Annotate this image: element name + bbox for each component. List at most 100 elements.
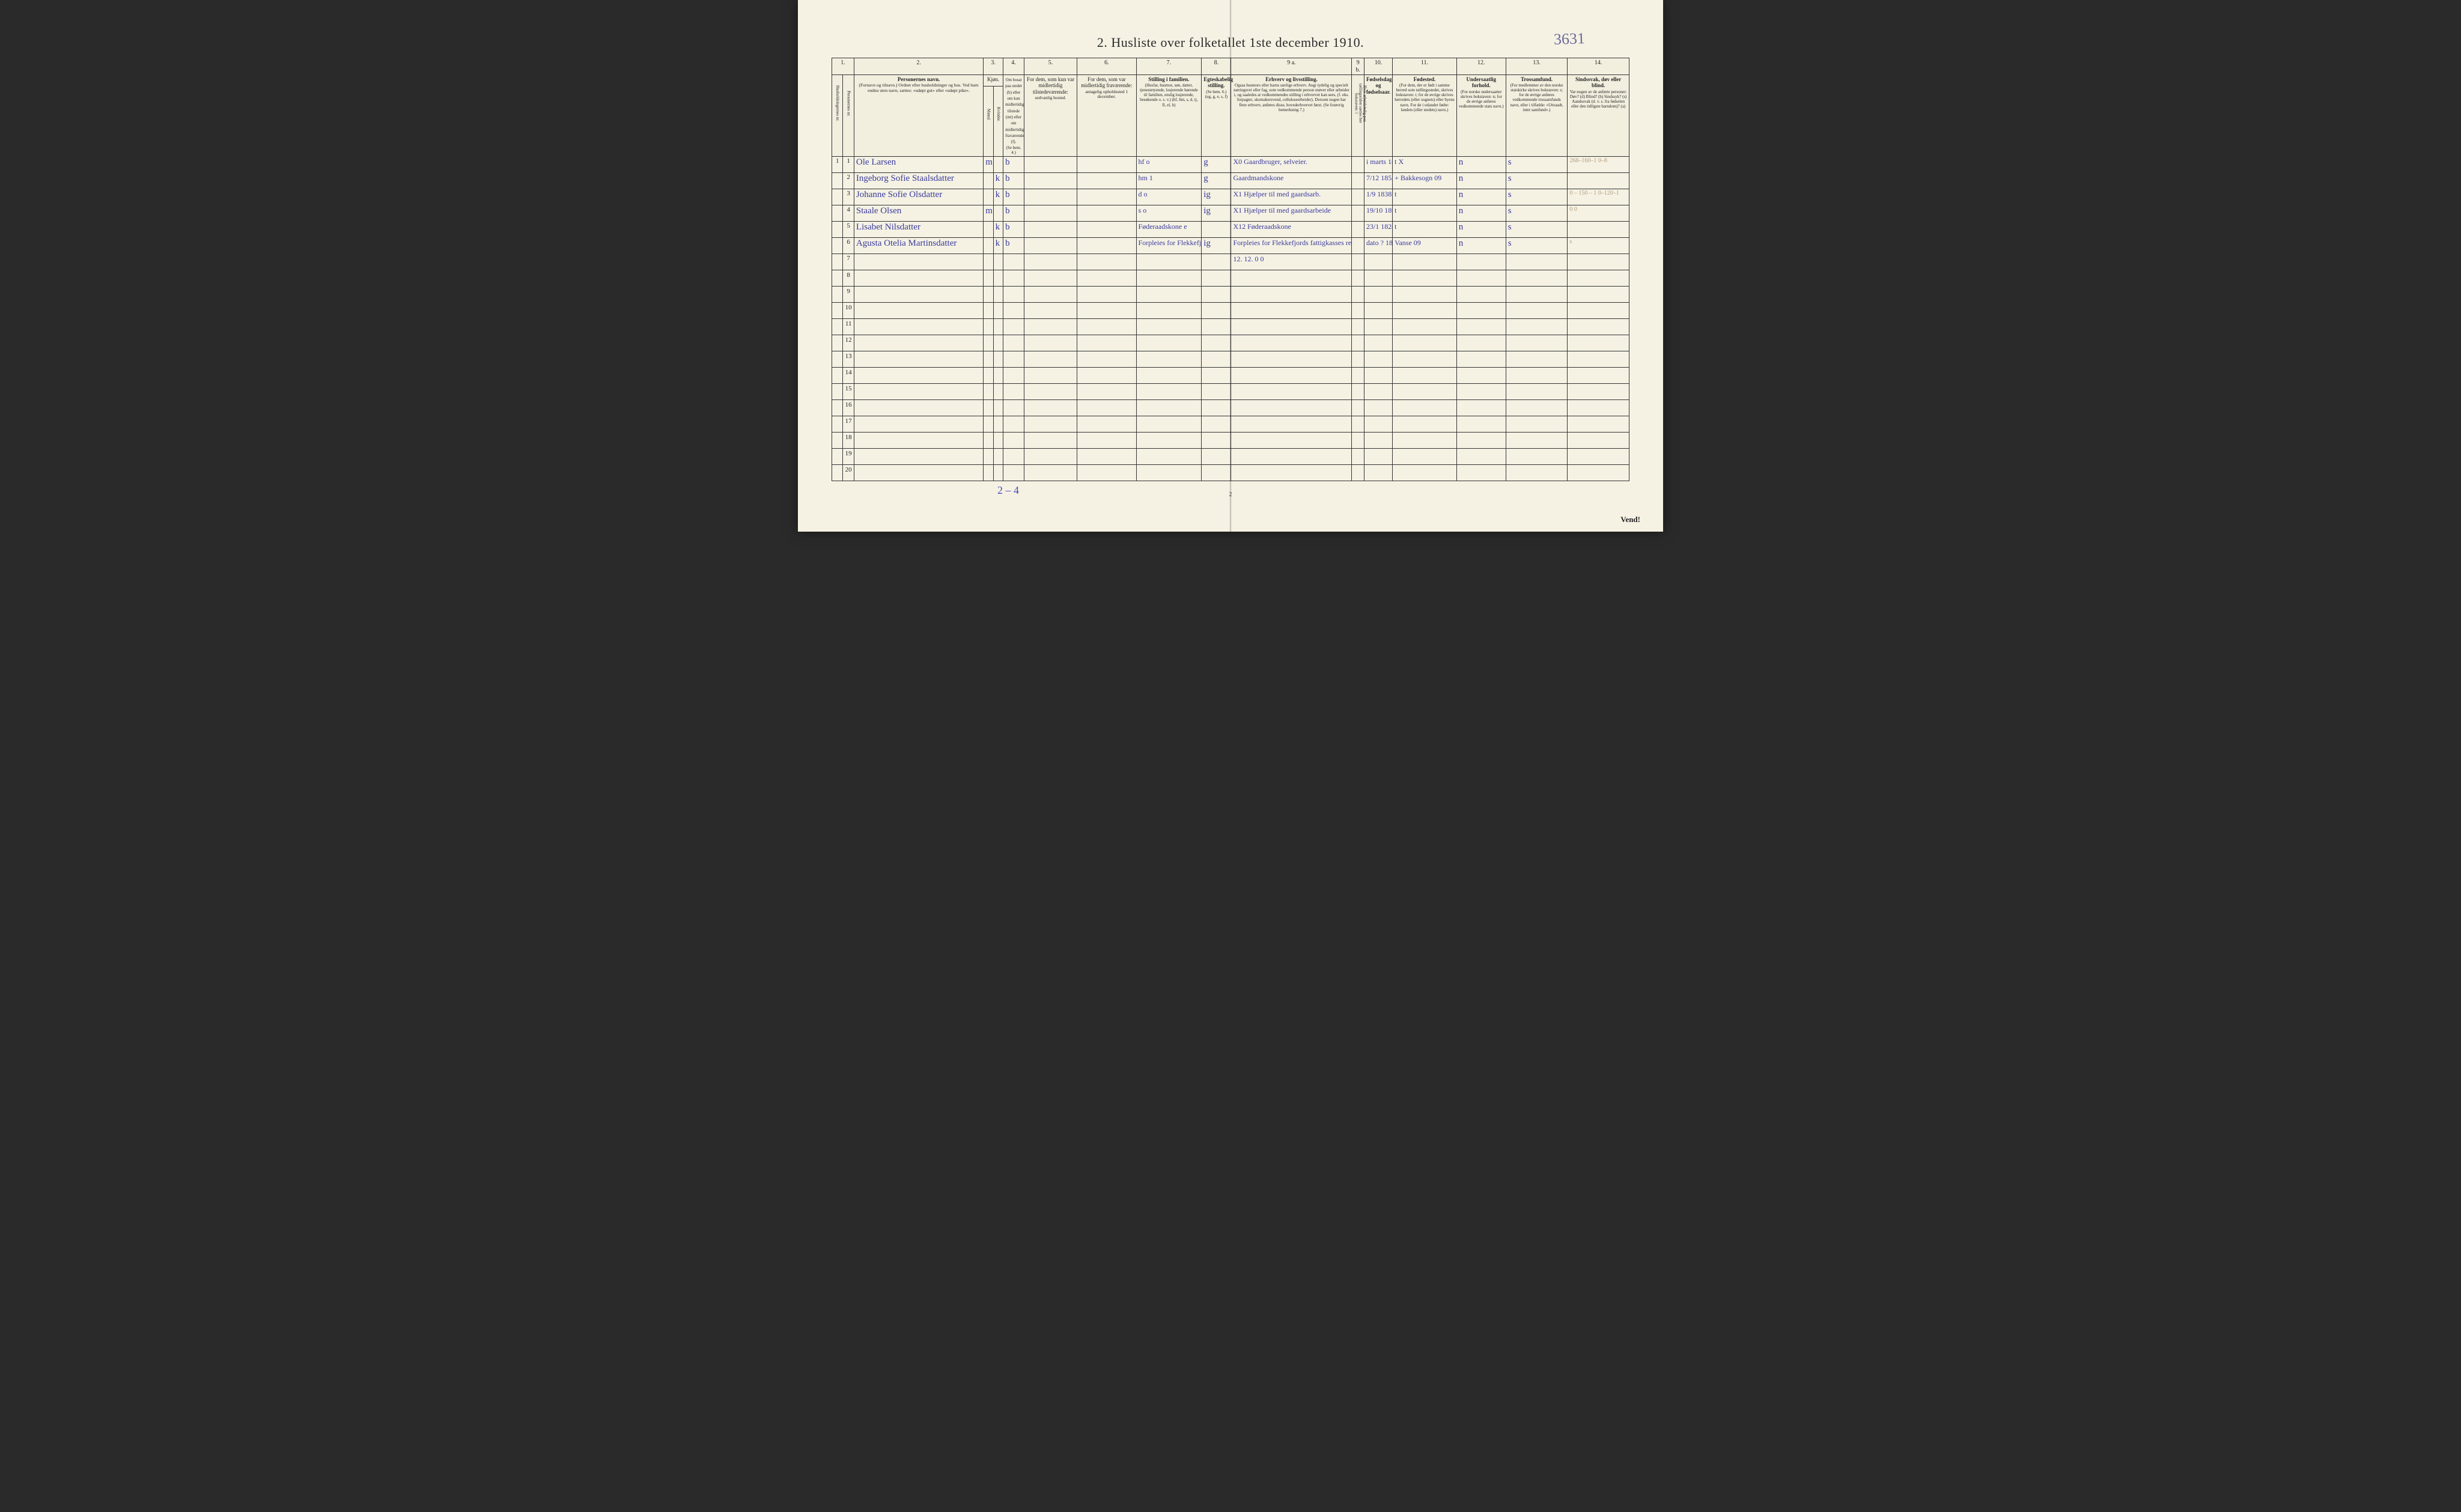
- cell-empty: [1136, 399, 1202, 416]
- cell-13: [1506, 254, 1568, 270]
- cell-empty: [1456, 270, 1506, 286]
- footer-tally: 2 – 4: [997, 484, 1019, 497]
- cell-11: t: [1393, 189, 1457, 205]
- col-m-label: Mænd.: [986, 88, 990, 142]
- cell-empty: [1003, 351, 1024, 367]
- cell-empty: [1568, 367, 1629, 383]
- cell-pnr: 1: [843, 156, 854, 172]
- cell-empty: [1024, 318, 1077, 335]
- cell-8: [1202, 254, 1231, 270]
- cell-empty: [1364, 270, 1392, 286]
- cell-8: ig: [1202, 189, 1231, 205]
- cell-hnr: [832, 464, 843, 481]
- cell-bos: b: [1003, 237, 1024, 254]
- cell-empty: [1024, 464, 1077, 481]
- cell-12: n: [1456, 205, 1506, 221]
- cell-9b: [1352, 189, 1364, 205]
- cell-hnr: [832, 237, 843, 254]
- cell-empty: [1231, 367, 1352, 383]
- cell-empty: [1231, 383, 1352, 399]
- cell-empty: [993, 318, 1003, 335]
- cell-bos: b: [1003, 156, 1024, 172]
- cell-pnr: 18: [843, 432, 854, 448]
- cell-empty: [1136, 432, 1202, 448]
- cell-11: Vanse 09: [1393, 237, 1457, 254]
- col-12-title: Undersaatlig forhold.: [1467, 76, 1497, 88]
- cell-empty: [1231, 335, 1352, 351]
- cell-9a: X1 Hjælper til med gaardsarb.: [1231, 189, 1352, 205]
- cell-9b: [1352, 237, 1364, 254]
- cell-10: 1/9 1838: [1364, 189, 1392, 205]
- cell-k: k: [993, 172, 1003, 189]
- cell-empty: [1136, 351, 1202, 367]
- cell-empty: [1003, 399, 1024, 416]
- cell-empty: [1024, 286, 1077, 302]
- col-name: Personernes navn. (Fornavn og tilnavn.) …: [854, 75, 983, 157]
- cell-name: Ingeborg Sofie Staalsdatter: [854, 172, 983, 189]
- cell-empty: [1393, 335, 1457, 351]
- cell-8: ig: [1202, 237, 1231, 254]
- cell-13: s: [1506, 172, 1568, 189]
- cell-empty: [984, 367, 993, 383]
- cell-empty: [1077, 318, 1136, 335]
- col-bosat-text: Om bosat paa stedet (b) eller om kun mid…: [1005, 77, 1024, 144]
- cell-empty: [1506, 335, 1568, 351]
- cell-8: g: [1202, 172, 1231, 189]
- cell-empty: [993, 464, 1003, 481]
- cell-9b: [1352, 254, 1364, 270]
- cell-empty: [1231, 351, 1352, 367]
- cell-m: [984, 254, 993, 270]
- col-10: Fødselsdag og fødselsaar.: [1364, 75, 1392, 157]
- cell-empty: [993, 286, 1003, 302]
- cell-8: ig: [1202, 205, 1231, 221]
- cell-hnr: [832, 335, 843, 351]
- cell-pnr: 17: [843, 416, 854, 432]
- cell-empty: [1456, 367, 1506, 383]
- cell-hnr: [832, 221, 843, 237]
- cell-empty: [1393, 464, 1457, 481]
- cell-empty: [1024, 416, 1077, 432]
- cell-empty: [1202, 399, 1231, 416]
- col-12: Undersaatlig forhold. (For norske unders…: [1456, 75, 1506, 157]
- cell-empty: [1506, 302, 1568, 318]
- cell-9b: [1352, 205, 1364, 221]
- cell-empty: [1393, 270, 1457, 286]
- cell-empty: [1506, 432, 1568, 448]
- cell-empty: [993, 383, 1003, 399]
- cell-empty: [1456, 464, 1506, 481]
- cell-empty: [1364, 383, 1392, 399]
- cell-empty: [1077, 399, 1136, 416]
- cell-empty: [1352, 464, 1364, 481]
- annotation-topright: 3631: [1553, 29, 1585, 49]
- cell-name: Staale Olsen: [854, 205, 983, 221]
- col-6-sub: antagelig opholdssted 1 december.: [1079, 90, 1134, 100]
- cell-empty: [1506, 286, 1568, 302]
- cell-empty: [1568, 399, 1629, 416]
- cell-12: [1456, 254, 1506, 270]
- colnum-5: 5.: [1024, 58, 1077, 75]
- cell-pnr: 19: [843, 448, 854, 464]
- cell-bos: [1003, 254, 1024, 270]
- cell-pnr: 13: [843, 351, 854, 367]
- cell-11: t: [1393, 221, 1457, 237]
- cell-hnr: [832, 270, 843, 286]
- col-14-sub: Var nogen av de anførte personer: Døv? (…: [1569, 90, 1627, 109]
- cell-empty: [1352, 416, 1364, 432]
- col-9b: Hvis arbeidsledig paa tællingstiden sætt…: [1352, 75, 1364, 157]
- cell-empty: [1393, 416, 1457, 432]
- cell-empty: [1506, 399, 1568, 416]
- cell-empty: [1352, 318, 1364, 335]
- cell-6: [1077, 189, 1136, 205]
- cell-pnr: 10: [843, 302, 854, 318]
- cell-5: [1024, 254, 1077, 270]
- cell-empty: [1231, 448, 1352, 464]
- cell-empty: [1352, 351, 1364, 367]
- cell-7: Forpleies for Flekkefjords fattigkasses …: [1136, 237, 1202, 254]
- cell-empty: [854, 448, 983, 464]
- cell-empty: [1202, 351, 1231, 367]
- cell-empty: [1352, 383, 1364, 399]
- colnum-7: 7.: [1136, 58, 1202, 75]
- cell-11: t X: [1393, 156, 1457, 172]
- col-bosat-sub: (Se bem. 4.): [1005, 145, 1022, 155]
- col-7-title: Stilling i familien.: [1148, 76, 1189, 82]
